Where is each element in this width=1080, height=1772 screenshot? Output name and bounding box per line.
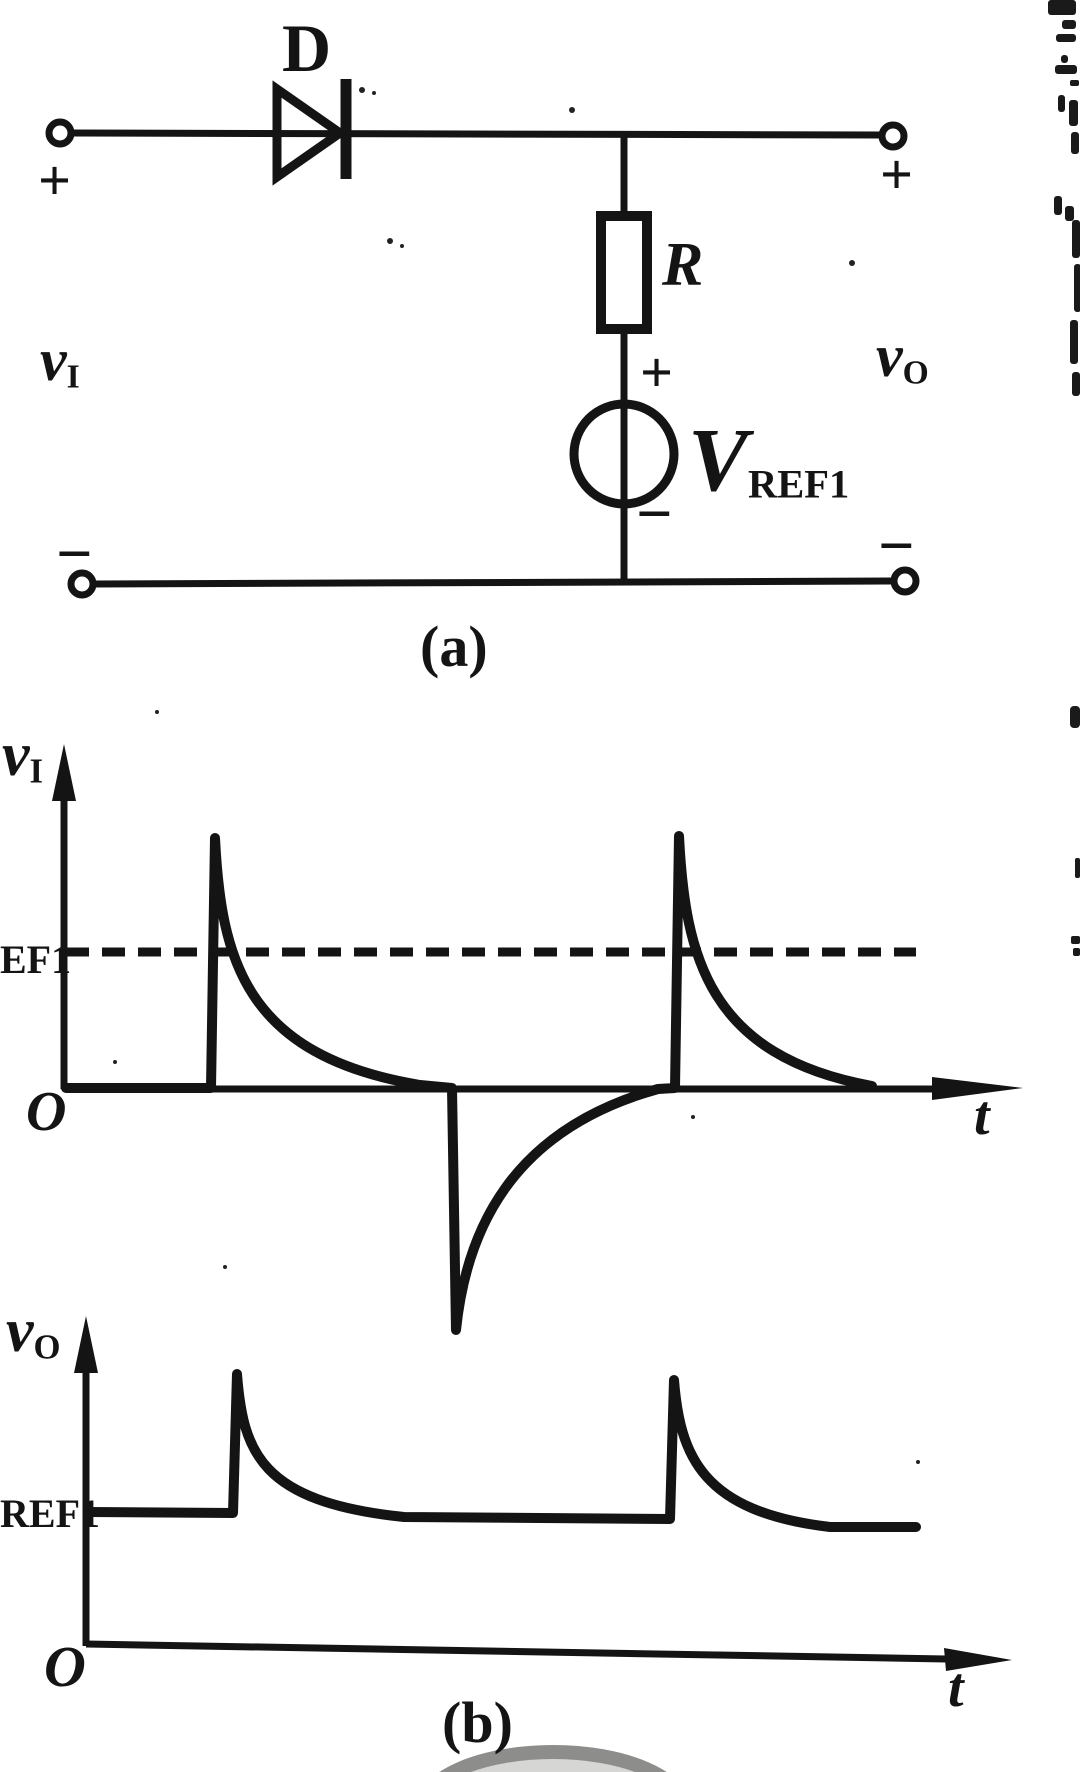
vi-origin-label: O <box>26 1081 67 1143</box>
resistor-label: R <box>662 231 704 299</box>
vo-origin-label: O <box>44 1634 86 1699</box>
vo-waveform <box>83 1369 921 1532</box>
circuit-diagram <box>45 79 920 599</box>
vi-graph-strokes <box>52 744 1023 1335</box>
terminal-top-left <box>45 118 75 148</box>
panel-b-caption: (b) <box>442 1690 513 1755</box>
vi-ref-level-label: EF1 <box>0 937 72 982</box>
scan-speckles <box>113 87 920 1464</box>
vi-waveform <box>61 831 877 1335</box>
resistor-body <box>596 211 652 334</box>
vi-x-axis-label: t <box>974 1085 990 1147</box>
input-voltage-label: vI <box>40 327 80 396</box>
reference-source-label: VREF1 <box>688 411 850 510</box>
bottom-gray-smudge <box>439 1745 667 1772</box>
vo-ref-level-label: REF1 <box>0 1491 100 1536</box>
top-wire <box>70 129 883 139</box>
vo-y-axis-label: vO <box>6 1297 61 1367</box>
vo-x-axis-label: t <box>948 1657 964 1719</box>
diode-triangle <box>272 80 348 186</box>
scan-edge-artifacts <box>1048 0 1080 956</box>
vo-graph-strokes <box>74 1316 1012 1671</box>
minus-sign-output: − <box>878 510 915 581</box>
bottom-wire <box>92 577 895 588</box>
panel-a-caption: (a) <box>420 614 488 679</box>
vo-y-axis-arrowhead <box>74 1316 98 1373</box>
vi-y-axis-arrowhead <box>52 744 76 801</box>
minus-sign-source: − <box>636 478 673 549</box>
terminal-top-right <box>878 121 908 151</box>
vo-x-axis <box>85 1640 947 1663</box>
voltage-source-circle <box>569 399 679 509</box>
vi-y-axis-label: vI <box>2 721 44 791</box>
plus-sign-output: + <box>880 142 914 207</box>
plus-sign-input: + <box>38 148 72 213</box>
minus-sign-input: − <box>56 518 93 589</box>
vo-x-axis-arrowhead <box>944 1648 1012 1671</box>
output-voltage-label: vO <box>876 323 929 392</box>
diode-label: D <box>282 10 332 86</box>
plus-sign-source: + <box>640 340 674 405</box>
vi-x-axis-arrowhead <box>932 1077 1023 1100</box>
